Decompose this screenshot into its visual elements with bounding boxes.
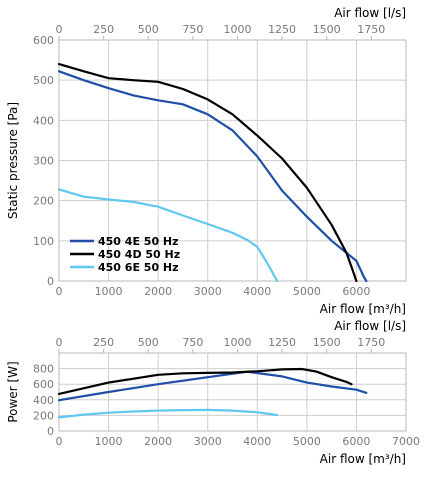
y-tick-label: 300 bbox=[33, 155, 54, 168]
series-line-450-4d-50-hz bbox=[57, 367, 353, 395]
x2-tick-label: 750 bbox=[182, 23, 203, 36]
series-line-450-6e-50-hz bbox=[57, 188, 279, 283]
legend-label: 450 6E 50 Hz bbox=[98, 261, 179, 274]
legend-label: 450 4E 50 Hz bbox=[98, 235, 179, 248]
x-tick-label: 6000 bbox=[342, 435, 370, 448]
x2-axis-title: Air flow [l/s] bbox=[334, 319, 406, 333]
x-tick-label: 0 bbox=[56, 435, 63, 448]
x2-tick-label: 250 bbox=[93, 23, 114, 36]
x2-tick-label: 1000 bbox=[223, 23, 251, 36]
x-axis-title: Air flow [m³/h] bbox=[320, 302, 406, 316]
x2-tick-label: 1500 bbox=[313, 336, 341, 349]
x2-tick-label: 500 bbox=[138, 23, 159, 36]
x2-tick-label: 0 bbox=[56, 23, 63, 36]
legend-label: 450 4D 50 Hz bbox=[98, 248, 180, 261]
x-tick-label: 1000 bbox=[95, 285, 123, 298]
x2-tick-label: 0 bbox=[56, 336, 63, 349]
series-line-450-4d-50-hz bbox=[57, 62, 358, 283]
x-tick-label: 2000 bbox=[144, 435, 172, 448]
x-tick-label: 4000 bbox=[243, 435, 271, 448]
y-tick-label: 600 bbox=[33, 34, 54, 47]
y-tick-label: 800 bbox=[33, 363, 54, 376]
series-line-450-4e-50-hz bbox=[57, 370, 368, 402]
x2-tick-label: 1750 bbox=[357, 336, 385, 349]
y-tick-label: 400 bbox=[33, 394, 54, 407]
x2-tick-label: 750 bbox=[182, 336, 203, 349]
x-tick-label: 5000 bbox=[293, 435, 321, 448]
plot-frame bbox=[58, 39, 407, 282]
y-tick-label: 600 bbox=[33, 378, 54, 391]
y-tick-label: 0 bbox=[47, 425, 54, 438]
x-axis-title: Air flow [m³/h] bbox=[320, 452, 406, 466]
x2-tick-label: 1500 bbox=[313, 23, 341, 36]
x2-tick-label: 250 bbox=[93, 336, 114, 349]
y-tick-label: 0 bbox=[47, 275, 54, 288]
y-tick-label: 200 bbox=[33, 409, 54, 422]
plot-frame bbox=[58, 352, 407, 432]
x2-tick-label: 1250 bbox=[268, 336, 296, 349]
x-tick-label: 0 bbox=[56, 285, 63, 298]
x-tick-label: 5000 bbox=[293, 285, 321, 298]
y-axis-title: Power [W] bbox=[6, 361, 20, 422]
series-line-450-6e-50-hz bbox=[57, 408, 279, 419]
x-tick-label: 4000 bbox=[243, 285, 271, 298]
x-tick-label: 3000 bbox=[194, 435, 222, 448]
y-tick-label: 400 bbox=[33, 114, 54, 127]
x2-tick-label: 1750 bbox=[357, 23, 385, 36]
x-tick-label: 2000 bbox=[144, 285, 172, 298]
y-tick-label: 100 bbox=[33, 235, 54, 248]
y-tick-label: 500 bbox=[33, 74, 54, 87]
y-tick-label: 200 bbox=[33, 195, 54, 208]
x2-axis-title: Air flow [l/s] bbox=[334, 6, 406, 20]
x2-tick-label: 1000 bbox=[223, 336, 251, 349]
x-tick-label: 6000 bbox=[342, 285, 370, 298]
series-line-450-4e-50-hz bbox=[57, 70, 368, 283]
y-axis-title: Static pressure [Pa] bbox=[6, 102, 20, 219]
x-tick-label: 7000 bbox=[392, 435, 420, 448]
x2-tick-label: 1250 bbox=[268, 23, 296, 36]
x-tick-label: 1000 bbox=[95, 435, 123, 448]
x-tick-label: 3000 bbox=[194, 285, 222, 298]
x2-tick-label: 500 bbox=[138, 336, 159, 349]
